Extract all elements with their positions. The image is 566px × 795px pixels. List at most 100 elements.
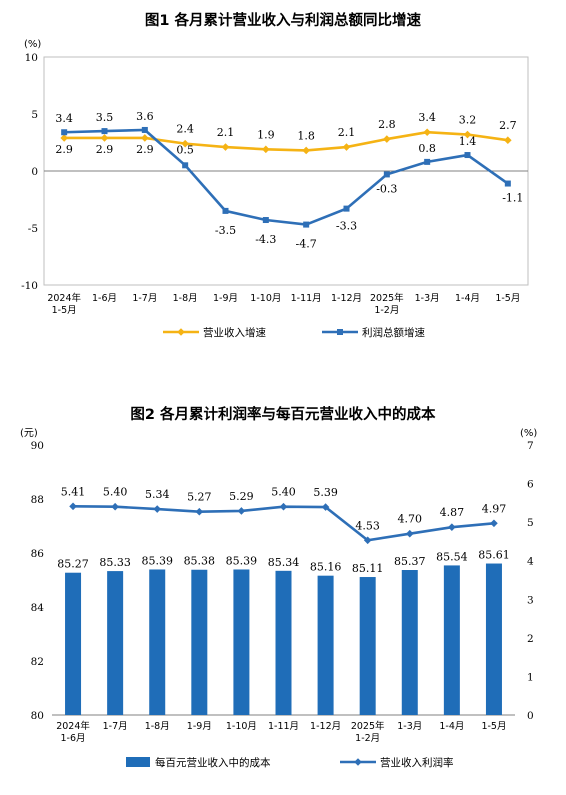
chart-1-data-label: 2.7 xyxy=(499,119,517,132)
chart-2-bar-label: 85.54 xyxy=(436,550,468,563)
chart-1-x-tick: 1-9月 xyxy=(213,293,238,304)
chart-1-x-tick: 1-8月 xyxy=(173,293,198,304)
chart-2-line-label: 5.41 xyxy=(61,485,86,498)
chart-2-x-tick: 1-9月 xyxy=(187,721,212,732)
chart-2-x-tick: 1-11月 xyxy=(268,721,299,732)
chart-1-data-label: 2.9 xyxy=(55,143,73,156)
chart-2-y-right-tick: 1 xyxy=(527,671,534,683)
chart-1-revenue-profit-growth: 图1 各月累计营业收入与利润总额同比增速 (%) 10 5 0 -5 -10 2024年 1-5… xyxy=(21,11,529,339)
chart-1-data-label: 1.9 xyxy=(257,128,275,141)
chart-2-bar-label: 85.37 xyxy=(394,555,426,568)
chart-2-x-tick: 1-8月 xyxy=(145,721,170,732)
chart-1-profit-point xyxy=(101,128,108,135)
chart-2-y-right-tick: 0 xyxy=(527,710,534,722)
chart-2-bar-label: 85.39 xyxy=(226,554,258,567)
chart-2-margin-point xyxy=(363,536,372,545)
chart-2-bar-label: 85.39 xyxy=(141,554,173,567)
chart-1-profit-point xyxy=(222,207,229,214)
chart-1-y-tick: -5 xyxy=(28,223,38,235)
chart-2-margin-point xyxy=(153,505,162,513)
chart-1-data-label: 2.8 xyxy=(378,118,396,131)
chart-2-line-label: 5.40 xyxy=(103,486,128,499)
chart-2-line-label: 4.53 xyxy=(355,519,380,532)
chart-2-y-right-tick: 2 xyxy=(527,633,534,645)
chart-2-margin-line xyxy=(73,505,495,542)
chart-1-profit-point xyxy=(141,126,148,133)
chart-2-line-label: 4.87 xyxy=(440,506,465,519)
chart-2-margin-point xyxy=(490,519,498,528)
chart-2-cost-bar xyxy=(317,575,334,715)
chart-2-x-tick: 1-3月 xyxy=(397,721,422,732)
chart-1-revenue-point xyxy=(262,145,270,154)
chart-1-revenue-point xyxy=(423,128,431,137)
chart-2-bar-label: 85.33 xyxy=(99,556,131,569)
chart-2-x-tick: 1-10月 xyxy=(226,721,257,732)
chart-2-legend-margin-label: 营业收入利润率 xyxy=(380,756,454,769)
chart-2-title: 图2 各月累计利润率与每百元营业收入中的成本 xyxy=(130,405,436,423)
chart-2-x-tick: 1-12月 xyxy=(310,721,341,732)
chart-1-revenue-point xyxy=(221,143,230,151)
chart-2-x-tick: 2024年 1-6月 xyxy=(56,720,90,744)
chart-1-series-line xyxy=(64,130,509,152)
chart-2-y-right-unit: (%) xyxy=(520,428,537,439)
chart-1-data-label: 2.9 xyxy=(96,143,114,156)
chart-2-x-tick: 2025年 1-2月 xyxy=(351,720,385,744)
chart-1-profit-point xyxy=(424,158,431,165)
chart-1-data-label: 3.4 xyxy=(55,112,73,125)
chart-2-cost-bar xyxy=(359,577,376,715)
chart-1-revenue-point xyxy=(141,134,149,142)
chart-1-profit-point xyxy=(303,221,310,228)
chart-2-cost-bar xyxy=(485,563,502,715)
chart-2-x-tick: 1-7月 xyxy=(103,721,128,732)
chart-2-cost-bar xyxy=(107,571,124,715)
chart-2-x-tick: 1-4月 xyxy=(439,721,464,732)
chart-1-y-tick: -10 xyxy=(21,280,38,292)
chart-1-legend-revenue-label: 营业收入增速 xyxy=(203,326,266,339)
chart-2-margin-point xyxy=(69,502,77,511)
chart-1-data-label: 0.8 xyxy=(418,142,436,155)
chart-1-series-line xyxy=(64,128,509,226)
chart-2-margin-point xyxy=(237,507,246,515)
chart-2-line-label: 5.40 xyxy=(271,486,296,499)
chart-2-y-right-tick: 5 xyxy=(527,517,534,529)
chart-1-profit-point xyxy=(464,152,471,159)
chart-2-y-right-tick: 7 xyxy=(527,440,534,452)
chart-1-x-tick: 2024年 1-5月 xyxy=(47,292,81,316)
chart-1-data-label: 2.1 xyxy=(338,126,356,139)
chart-2-y-left-tick: 80 xyxy=(31,710,44,722)
chart-1-data-label: -3.3 xyxy=(336,220,357,233)
chart-1-data-label: 2.4 xyxy=(176,123,194,136)
chart-1-profit-point xyxy=(383,171,390,178)
chart-2-line-label: 4.97 xyxy=(482,502,507,515)
chart-1-y-tick: 5 xyxy=(31,109,38,121)
chart-2-cost-bar xyxy=(233,569,250,715)
chart-1-revenue-point xyxy=(383,135,391,143)
chart-2-line-label: 5.29 xyxy=(229,490,254,503)
chart-1-y-unit: (%) xyxy=(24,39,41,50)
chart-1-revenue-point xyxy=(342,143,351,151)
chart-2-cost-bar xyxy=(149,569,166,715)
chart-1-title: 图1 各月累计营业收入与利润总额同比增速 xyxy=(145,11,422,29)
chart-2-legend-cost-swatch xyxy=(126,757,150,767)
chart-2-y-left-tick: 82 xyxy=(31,656,44,668)
chart-2-margin-point xyxy=(448,523,456,531)
chart-2-cost-bar xyxy=(401,570,418,715)
chart-2-bar-label: 85.34 xyxy=(268,556,300,569)
chart-1-x-tick: 1-3月 xyxy=(415,293,440,304)
chart-2-y-left-unit: (元) xyxy=(20,428,38,439)
chart-2-y-left-tick: 88 xyxy=(31,494,44,506)
chart-1-data-label: 0.5 xyxy=(176,143,194,156)
chart-2-y-left-tick: 84 xyxy=(31,602,45,614)
chart-1-x-tick: 1-4月 xyxy=(455,293,480,304)
chart-2-x-tick: 1-5月 xyxy=(481,721,506,732)
chart-2-y-left-tick: 90 xyxy=(31,440,44,452)
chart-1-data-label: 3.6 xyxy=(136,110,154,123)
chart-2-bar-label: 85.61 xyxy=(478,549,510,562)
chart-1-legend-profit-label: 利润总额增速 xyxy=(362,326,425,339)
chart-1-data-label: -3.5 xyxy=(215,224,236,237)
chart-2-margin-point xyxy=(405,529,414,538)
chart-2-cost-bar xyxy=(275,570,292,715)
chart-2-legend-margin-marker xyxy=(354,758,362,766)
chart-2-bar-label: 85.16 xyxy=(310,561,342,574)
